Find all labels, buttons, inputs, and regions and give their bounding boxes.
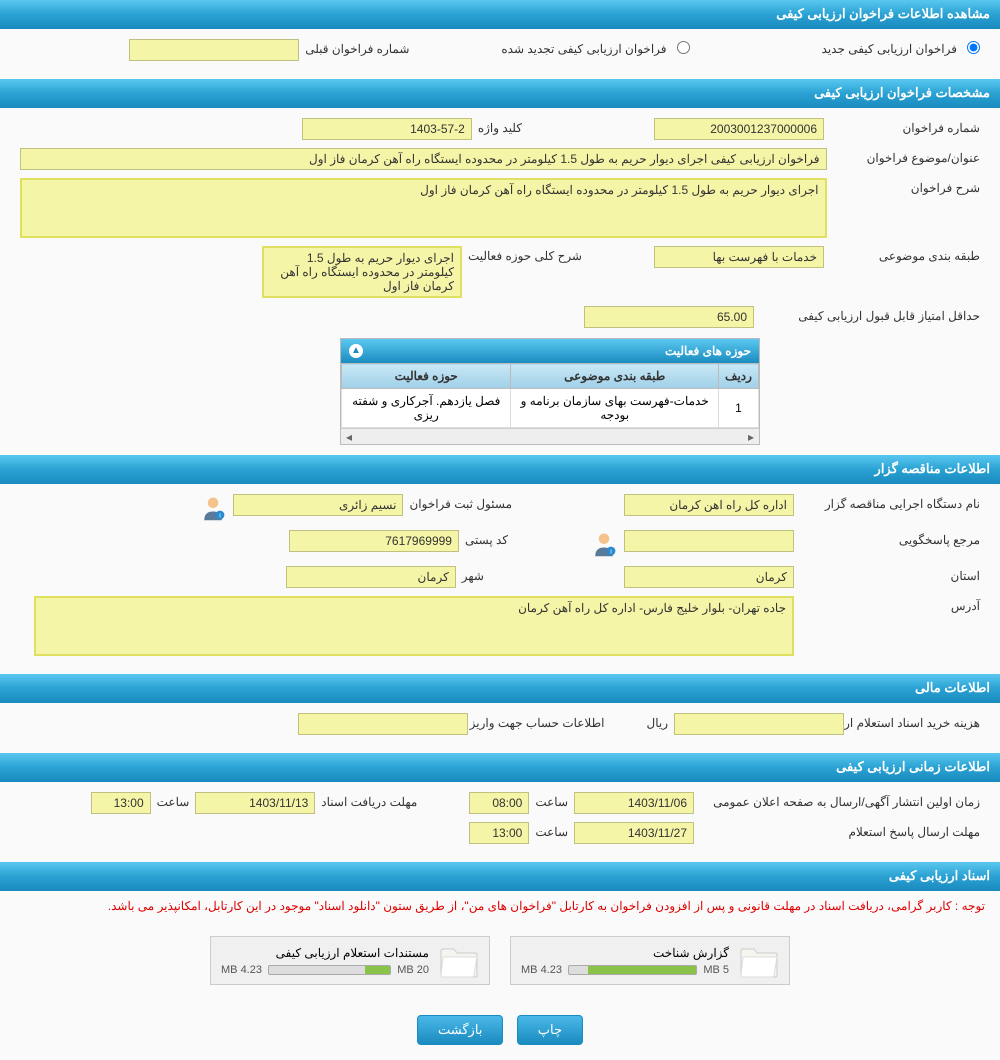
recv-label: مهلت دریافت اسناد xyxy=(321,792,417,809)
pub-time-field: 08:00 xyxy=(469,792,529,814)
user-icon: i xyxy=(199,494,227,522)
table-scrollbar[interactable]: ▸ ◂ xyxy=(341,428,759,444)
reply-time-field: 13:00 xyxy=(469,822,529,844)
activity-label: شرح کلی حوزه فعالیت xyxy=(468,246,582,263)
radio-new[interactable] xyxy=(967,41,980,54)
reply-date-field: 1403/11/27 xyxy=(574,822,694,844)
recv-time-label: ساعت xyxy=(157,792,190,809)
svg-text:i: i xyxy=(610,549,611,556)
file2-used: 4.23 MB xyxy=(221,964,262,976)
doc-cost-field xyxy=(674,713,844,735)
th-class: طبقه بندی موضوعی xyxy=(511,364,719,389)
section-header-spec: مشخصات فراخوان ارزیابی کیفی xyxy=(0,79,1000,108)
postal-field: 7617969999 xyxy=(289,530,459,552)
pub-time-label: ساعت xyxy=(535,792,568,809)
currency-label: ریال xyxy=(646,713,668,730)
activity-table: حوزه های فعالیت ▲ ردیف طبقه بندی موضوعی … xyxy=(340,338,760,445)
section-header-times: اطلاعات زمانی ارزیابی کیفی xyxy=(0,753,1000,782)
file2-progress xyxy=(268,965,391,975)
th-row: ردیف xyxy=(719,364,759,389)
city-label: شهر xyxy=(462,566,484,583)
file2-total: 20 MB xyxy=(397,964,429,976)
file1-title: گزارش شناخت xyxy=(521,946,729,960)
reg-field: نسیم زائری xyxy=(233,494,403,516)
file1-used: 4.23 MB xyxy=(521,964,562,976)
radio-renew[interactable] xyxy=(677,41,690,54)
province-field: کرمان xyxy=(624,566,794,588)
doc-cost-label: هزینه خرید اسناد استعلام ارزیابی کیفی xyxy=(850,713,980,730)
scroll-left-icon[interactable]: ◂ xyxy=(341,430,357,444)
svg-text:i: i xyxy=(220,513,221,520)
collapse-icon[interactable]: ▲ xyxy=(349,344,363,358)
recv-time-field: 13:00 xyxy=(91,792,151,814)
postal-label: کد پستی xyxy=(465,530,508,547)
folder-icon xyxy=(439,943,479,978)
activity-table-title: حوزه های فعالیت xyxy=(665,344,751,358)
keyword-field: 1403-57-2 xyxy=(302,118,472,140)
radio-renew-call[interactable]: فراخوان ارزیابی کیفی تجدید شده xyxy=(501,39,689,56)
subject-field: فراخوان ارزیابی کیفی اجرای دیوار حریم به… xyxy=(20,148,827,170)
file1-progress xyxy=(568,965,697,975)
file2-title: مستندات استعلام ارزیابی کیفی xyxy=(221,946,429,960)
city-field: کرمان xyxy=(286,566,456,588)
pub-label: زمان اولین انتشار آگهی/ارسال به صفحه اعل… xyxy=(700,792,980,809)
province-label: استان xyxy=(800,566,980,583)
org-field: اداره کل راه اهن کرمان xyxy=(624,494,794,516)
reply-label: مهلت ارسال پاسخ استعلام xyxy=(700,822,980,839)
section-header-view: مشاهده اطلاعات فراخوان ارزیابی کیفی xyxy=(0,0,1000,29)
minscore-label: حداقل امتیاز قابل قبول ارزیابی کیفی xyxy=(760,306,980,323)
folder-icon xyxy=(739,943,779,978)
user-icon: i xyxy=(590,530,618,558)
desc-label: شرح فراخوان xyxy=(833,178,980,195)
activity-field: اجرای دیوار حریم به طول 1.5 کیلومتر در م… xyxy=(262,246,462,298)
keyword-label: کلید واژه xyxy=(478,118,522,135)
org-label: نام دستگاه اجرایی مناقصه گزار xyxy=(800,494,980,511)
td-n: 1 xyxy=(719,389,759,428)
call-no-field: 2003001237000006 xyxy=(654,118,824,140)
address-field: جاده تهران- بلوار خلیج فارس- اداره کل را… xyxy=(34,596,794,656)
pub-date-field: 1403/11/06 xyxy=(574,792,694,814)
ref-label: مرجع پاسخگویی xyxy=(800,530,980,547)
account-field xyxy=(298,713,468,735)
td-class: خدمات-فهرست بهای سازمان برنامه و بودجه xyxy=(511,389,719,428)
address-label: آدرس xyxy=(800,596,980,613)
account-label: اطلاعات حساب جهت واریز هزینه خرید اسناد xyxy=(474,713,604,730)
prev-call-no-field xyxy=(129,39,299,61)
desc-field: اجرای دیوار حریم به طول 1.5 کیلومتر در م… xyxy=(20,178,827,238)
back-button[interactable]: بازگشت xyxy=(417,1015,503,1045)
radio-renew-label: فراخوان ارزیابی کیفی تجدید شده xyxy=(501,39,666,56)
th-activity: حوزه فعالیت xyxy=(342,364,511,389)
notice-text: توجه : کاربر گرامی، دریافت اسناد در مهلت… xyxy=(0,891,1000,921)
subject-label: عنوان/موضوع فراخوان xyxy=(833,148,980,165)
call-no-label: شماره فراخوان xyxy=(830,118,980,135)
class-label: طبقه بندی موضوعی xyxy=(830,246,980,263)
radio-new-call[interactable]: فراخوان ارزیابی کیفی جدید xyxy=(822,39,980,56)
scroll-right-icon[interactable]: ▸ xyxy=(743,430,759,444)
table-row: 1 خدمات-فهرست بهای سازمان برنامه و بودجه… xyxy=(342,389,759,428)
prev-call-no-label: شماره فراخوان قبلی xyxy=(305,39,409,56)
section-header-docs: اسناد ارزیابی کیفی xyxy=(0,862,1000,891)
section-header-owner: اطلاعات مناقصه گزار xyxy=(0,455,1000,484)
file-box-docs[interactable]: مستندات استعلام ارزیابی کیفی 20 MB 4.23 … xyxy=(210,936,490,985)
class-field: خدمات با فهرست بها xyxy=(654,246,824,268)
radio-new-label: فراخوان ارزیابی کیفی جدید xyxy=(822,39,957,56)
print-button[interactable]: چاپ xyxy=(517,1015,583,1045)
reg-label: مسئول ثبت فراخوان xyxy=(409,494,512,511)
recv-date-field: 1403/11/13 xyxy=(195,792,315,814)
file-box-report[interactable]: گزارش شناخت 5 MB 4.23 MB xyxy=(510,936,790,985)
section-header-financial: اطلاعات مالی xyxy=(0,674,1000,703)
minscore-field: 65.00 xyxy=(584,306,754,328)
reply-time-label: ساعت xyxy=(535,822,568,839)
td-activity: فصل یازدهم. آجرکاری و شفته ریزی xyxy=(342,389,511,428)
ref-field xyxy=(624,530,794,552)
file1-total: 5 MB xyxy=(703,964,729,976)
